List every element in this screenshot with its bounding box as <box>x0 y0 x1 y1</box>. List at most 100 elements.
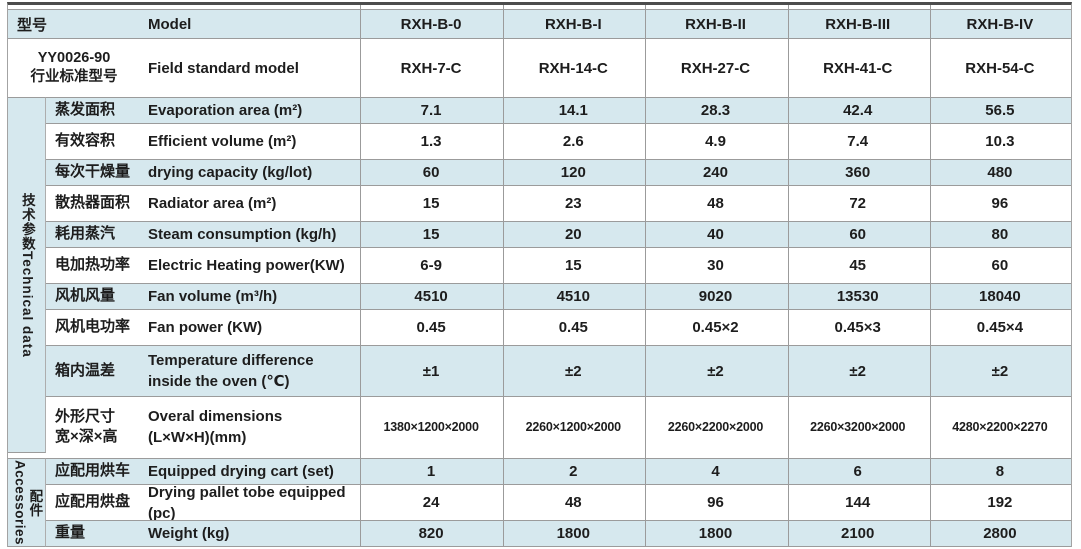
header-model-row-label: 型号 Model <box>8 9 360 39</box>
label-en: Temperature difference <box>148 352 314 369</box>
value-cell: 28.3 <box>644 97 787 124</box>
value-cell: 192 <box>987 494 1013 511</box>
value-cell: 23 <box>564 195 582 212</box>
group-accessories-label-cn: 配件 <box>27 488 43 517</box>
standard-label-en: Field standard model <box>148 59 299 77</box>
value-cell: 20 <box>502 221 645 248</box>
value-cell: 1800 <box>644 520 787 547</box>
label-en: Electric Heating power(KW) <box>148 257 345 274</box>
label-en: Overal dimensions <box>148 408 283 425</box>
row-label-overall-dimensions: 外形尺寸 宽×深×高 Overal dimensions (L×W×H)(mm) <box>46 401 360 453</box>
column-separator <box>360 5 361 547</box>
row-label-drying-pallet: 应配用烘盘 Drying pallet tobe equipped (pc) <box>46 484 360 522</box>
label-cn: 应配用烘盘 <box>55 493 131 511</box>
value-cell: 42.4 <box>786 97 929 124</box>
label-cn: 有效容积 <box>55 132 116 150</box>
value-cell: 1 <box>360 458 503 485</box>
value-cell: ±1 <box>360 345 503 397</box>
group-technical-label: 技术参数Technical data <box>19 192 35 358</box>
row-label-steam-consumption: 耗用蒸汽 Steam consumption (kg/h) <box>46 221 360 248</box>
label-en-line2: inside the oven (℃) <box>148 373 290 390</box>
value-cell: 48 <box>564 494 582 511</box>
value-cell: 0.45×2 <box>692 319 739 336</box>
value-cell: 14.1 <box>502 97 645 124</box>
value-cell: 40 <box>644 221 787 248</box>
label-cn: 箱内温差 <box>55 361 116 379</box>
value-cell: 56.5 <box>928 97 1071 124</box>
model-name: RXH-B-IV <box>928 9 1071 39</box>
value-cell: 7.4 <box>847 133 869 150</box>
value-cell: 8 <box>928 458 1071 485</box>
value-cell: 2.6 <box>562 133 584 150</box>
value-cell: 6-9 <box>420 257 442 274</box>
label-cn: 每次干燥量 <box>55 163 131 181</box>
label-cn: 重量 <box>55 524 86 542</box>
value-cell: 60 <box>360 159 503 186</box>
group-accessories: Accessories 配件 <box>8 458 46 547</box>
label-en: Fan volume (m³/h) <box>148 288 278 305</box>
model-name: RXH-B-II <box>644 9 787 39</box>
standard-code: YY0026-90 <box>37 50 111 67</box>
value-cell: 15 <box>360 221 503 248</box>
header-standard-row-label: YY0026-90 行业标准型号 Field standard model <box>8 44 360 92</box>
value-cell: 2100 <box>786 520 929 547</box>
label-cn: 风机风量 <box>55 287 116 305</box>
standard-model-name: RXH-7-C <box>400 59 462 77</box>
value-cell: 7.1 <box>360 97 503 124</box>
value-cell: 24 <box>422 494 440 511</box>
label-cn: 蒸发面积 <box>55 101 116 119</box>
value-cell: 45 <box>849 257 867 274</box>
value-cell: ±2 <box>644 345 787 397</box>
value-cell: ±2 <box>786 345 929 397</box>
value-cell: 6 <box>786 458 929 485</box>
row-label-temperature-difference: 箱内温差 Temperature difference inside the o… <box>46 345 360 397</box>
value-cell: 360 <box>786 159 929 186</box>
label-cn: 散热器面积 <box>55 194 131 212</box>
value-cell: 144 <box>845 494 871 511</box>
value-cell: 96 <box>991 195 1009 212</box>
label-cn: 应配用烘车 <box>55 462 131 480</box>
specification-table: 型号 Model RXH-B-0 RXH-B-I RXH-B-II RXH-B-… <box>7 2 1072 547</box>
label-cn: 电加热功率 <box>55 256 131 274</box>
label-en: Steam consumption (kg/h) <box>148 226 337 243</box>
row-label-weight: 重量 Weight (kg) <box>46 520 360 547</box>
model-label-en: Model <box>148 15 192 33</box>
value-cell: 4510 <box>502 283 645 310</box>
group-technical-data: 技术参数Technical data <box>8 97 46 453</box>
column-separator <box>787 5 789 547</box>
model-name: RXH-B-III <box>786 9 929 39</box>
value-cell: 9020 <box>644 283 787 310</box>
row-label-evaporation-area: 蒸发面积 Evaporation area (m²) <box>46 97 360 124</box>
row-label-radiator-area: 散热器面积 Radiator area (m²) <box>46 190 360 217</box>
standard-model-name: RXH-14-C <box>538 59 608 77</box>
value-cell: 60 <box>991 257 1009 274</box>
group-technical-label-cn: 技术参数 <box>19 192 35 251</box>
value-cell: 13530 <box>786 283 929 310</box>
label-en-line2: (L×W×H)(mm) <box>148 429 247 446</box>
label-en: Evaporation area (m²) <box>148 102 303 119</box>
value-cell: 15 <box>564 257 582 274</box>
label-cn: 耗用蒸汽 <box>55 225 116 243</box>
label-cn-line2: 宽×深×高 <box>55 428 118 445</box>
value-cell: 4.9 <box>705 133 726 150</box>
label-cn: 外形尺寸 <box>55 407 116 425</box>
model-label-cn: 型号 <box>17 16 48 34</box>
value-cell: 96 <box>707 494 724 511</box>
column-separator <box>645 5 647 547</box>
standard-model-name: RXH-27-C <box>680 59 751 77</box>
value-cell: ±2 <box>502 345 645 397</box>
value-cell: 120 <box>502 159 645 186</box>
label-en: Equipped drying cart (set) <box>148 463 334 480</box>
value-cell: 2800 <box>928 520 1071 547</box>
value-cell: 4 <box>644 458 787 485</box>
value-cell: 4510 <box>360 283 503 310</box>
label-en: drying capacity (kg/lot) <box>148 164 313 181</box>
value-cell: 0.45×3 <box>834 319 881 336</box>
value-cell: 15 <box>422 195 440 212</box>
value-cell: 2 <box>502 458 645 485</box>
value-cell: 30 <box>707 257 724 274</box>
value-cell: 240 <box>644 159 787 186</box>
value-cell: 48 <box>707 195 724 212</box>
value-cell: 4280×2200×2270 <box>952 420 1048 434</box>
standard-model-name: RXH-54-C <box>965 59 1035 77</box>
